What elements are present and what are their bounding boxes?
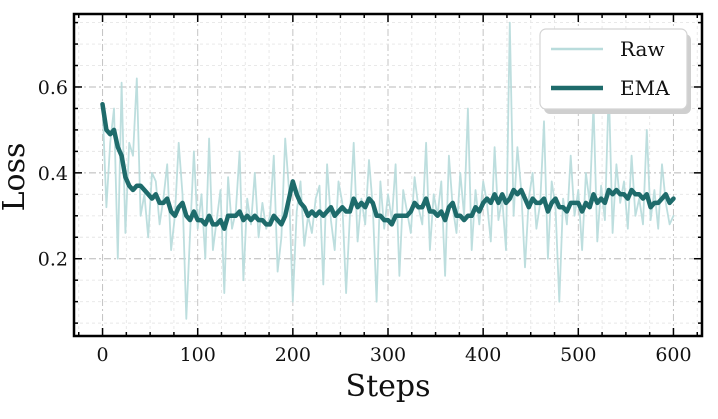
raw-series-line [101,21,675,320]
legend-raw-label: Raw [620,37,665,61]
x-tick-label: 200 [275,344,311,366]
x-tick-label: 300 [370,344,406,366]
legend: Raw EMA [539,28,691,114]
axis-ticks [74,14,702,336]
raw-series-group [101,21,675,320]
x-axis-label: Steps [346,369,431,404]
x-tick-label: 500 [560,344,596,366]
y-tick-label: 0.2 [38,249,68,271]
x-tick-label: 400 [465,344,501,366]
ema-series-group [100,101,676,231]
x-tick-label: 600 [655,344,691,366]
y-axis-label: Loss [0,143,32,212]
x-tick-label: 100 [180,344,216,366]
ema-series-line [100,101,676,231]
legend-ema-label: EMA [620,76,670,100]
y-tick-label: 0.4 [38,163,68,185]
x-tick-labels: 0 100 200 300 400 500 600 [96,344,691,366]
y-tick-label: 0.6 [38,77,68,99]
y-tick-labels: 0.2 0.4 0.6 [38,77,68,271]
x-tick-label: 0 [96,344,108,366]
